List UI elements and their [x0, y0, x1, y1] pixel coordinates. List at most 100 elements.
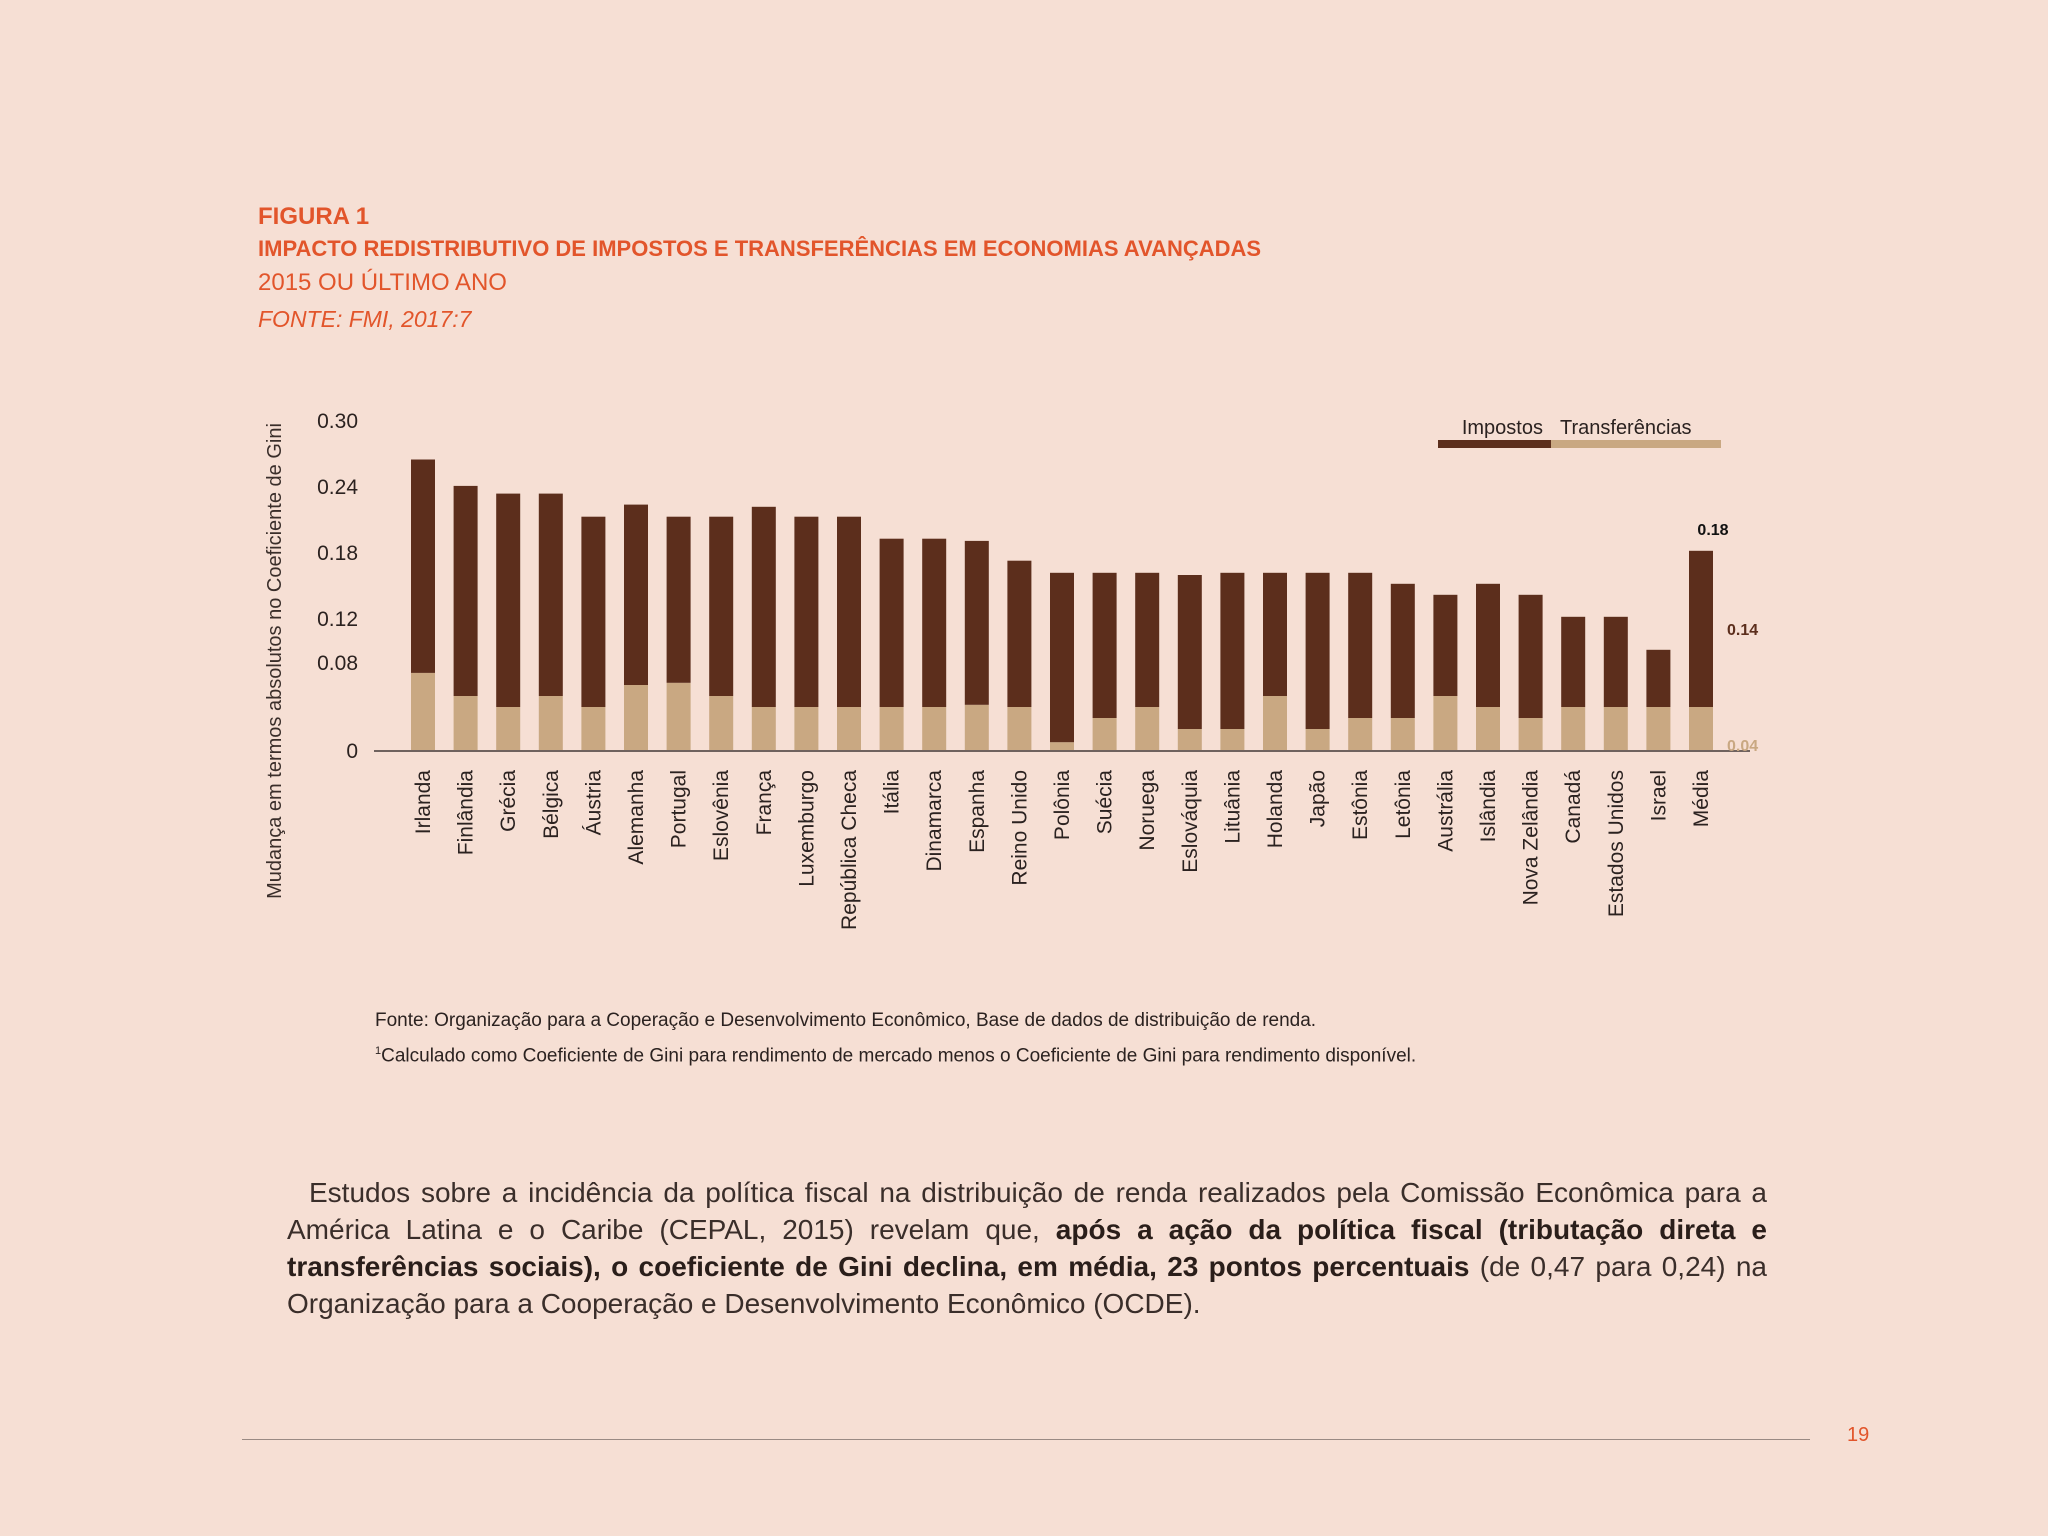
notes-source: Fonte: Organização para a Coperação e De… — [375, 1010, 1317, 1031]
bar-transferencias — [581, 707, 606, 751]
bar-impostos — [624, 504, 648, 685]
bar-transferencias — [794, 707, 819, 751]
y-tick-label: 0.12 — [317, 608, 358, 631]
bar-transferencias — [964, 704, 989, 751]
bar-transferencias — [666, 682, 691, 751]
x-tick-label: Dinamarca — [923, 770, 946, 872]
x-tick-label: Alemanha — [625, 770, 648, 865]
bar-impostos — [964, 540, 989, 705]
bar-transferencias — [1263, 696, 1287, 751]
y-tick-label: 0 — [346, 740, 358, 763]
x-tick-label: Grécia — [497, 770, 520, 832]
figure-subtitle: 2015 OU ÚLTIMO ANO — [258, 269, 507, 296]
x-tick-label: Lituânia — [1221, 770, 1244, 844]
bar-impostos — [1476, 583, 1500, 707]
bar-impostos — [1135, 572, 1160, 707]
y-tick-label: 0.24 — [317, 476, 358, 499]
x-tick-label: Japão — [1307, 770, 1330, 827]
bar-transferencias — [922, 707, 947, 751]
bar-transferencias — [1007, 707, 1032, 751]
x-tick-label: Média — [1690, 770, 1713, 828]
bar-transferencias — [1050, 742, 1074, 751]
bar-transferencias — [1177, 729, 1202, 751]
bar-transferencias — [538, 696, 563, 751]
figure-source: FONTE: FMI, 2017:7 — [258, 306, 472, 332]
bar-impostos — [1518, 594, 1543, 718]
x-tick-label: Luxemburgo — [795, 770, 818, 887]
bar-impostos — [922, 538, 947, 707]
bar-transferencias — [1348, 718, 1373, 751]
bar-impostos — [1561, 616, 1586, 707]
x-tick-label: Polônia — [1051, 770, 1074, 840]
x-tick-label: Eslovênia — [710, 770, 733, 861]
y-axis-title: Mudança em termos absolutos no Coeficien… — [264, 423, 286, 899]
bar-transferencias — [1689, 707, 1713, 751]
x-tick-label: Islândia — [1477, 770, 1500, 843]
bar-impostos — [411, 459, 435, 673]
bar-impostos — [1603, 616, 1628, 707]
bar-impostos — [1348, 572, 1373, 718]
body-text-part2: (de 0,47 para 0,24) na Organização para … — [287, 1251, 1767, 1319]
bar-impostos — [1220, 572, 1245, 729]
data-label-total: 0.18 — [1697, 522, 1728, 539]
x-tick-label: Israel — [1647, 770, 1670, 821]
bar-impostos — [794, 516, 819, 707]
footnote-text: Calculado como Coeficiente de Gini para … — [381, 1045, 1417, 1067]
x-tick-label: Eslováquia — [1179, 770, 1202, 873]
page-number: 19 — [1847, 1424, 1870, 1446]
bar-impostos — [1390, 583, 1415, 718]
bar-impostos — [1092, 572, 1117, 718]
figure-header: FIGURA 1 IMPACTO REDISTRIBUTIVO DE IMPOS… — [258, 200, 1261, 336]
bar-impostos — [1433, 594, 1458, 696]
bar-impostos — [1689, 550, 1713, 707]
bar-transferencias — [1092, 718, 1117, 751]
y-tick-label: 0.18 — [317, 542, 358, 565]
bar-impostos — [538, 493, 563, 696]
bar-impostos — [1646, 649, 1671, 707]
bar-impostos — [709, 516, 734, 696]
bar-transferencias — [837, 707, 861, 751]
bar-chart: Mudança em termos absolutos no Coeficien… — [264, 410, 1758, 930]
bar-impostos — [496, 493, 521, 707]
bar-transferencias — [496, 707, 521, 751]
x-tick-label: Noruega — [1136, 770, 1159, 851]
x-tick-label: Áustria — [582, 770, 605, 836]
body-paragraph: Estudos sobre a incidência da política f… — [287, 1174, 1767, 1322]
notes-footnote: 1Calculado como Coeficiente de Gini para… — [375, 1036, 1416, 1071]
bar-impostos — [879, 538, 904, 707]
bar-transferencias — [1561, 707, 1586, 751]
x-tick-label: Suécia — [1094, 770, 1117, 835]
bar-impostos — [1007, 560, 1032, 707]
x-tick-label: Canadá — [1562, 770, 1585, 844]
bar-transferencias — [624, 685, 648, 751]
body-text-part1: Estudos sobre a incidência da política f… — [287, 1177, 1767, 1245]
bar-transferencias — [1220, 729, 1245, 751]
data-label-transferencias: 0.04 — [1727, 738, 1758, 755]
footer-divider — [242, 1439, 1810, 1440]
x-tick-label: Espanha — [966, 770, 989, 853]
bar-transferencias — [1518, 718, 1543, 751]
bar-transferencias — [1476, 707, 1500, 751]
x-tick-label: Estônia — [1349, 770, 1372, 840]
x-tick-label: Holanda — [1264, 770, 1287, 849]
y-tick-label: 0.30 — [317, 410, 358, 433]
x-tick-label: Bélgica — [540, 770, 563, 839]
x-tick-label: Irlanda — [412, 770, 435, 835]
x-tick-label: Portugal — [668, 770, 691, 848]
bar-transferencias — [879, 707, 904, 751]
body-text-bold: após a ação da política fiscal (tributaç… — [287, 1214, 1768, 1282]
bar-impostos — [581, 516, 606, 707]
data-label-impostos: 0.14 — [1727, 622, 1758, 639]
chart-notes: Fonte: Organização para a Coperação e De… — [375, 1006, 1416, 1071]
x-tick-label: Estados Unidos — [1605, 770, 1628, 917]
x-tick-label: Itália — [881, 770, 904, 815]
bar-transferencias — [1135, 707, 1160, 751]
y-tick-label: 0.08 — [317, 652, 358, 675]
figure-title: IMPACTO REDISTRIBUTIVO DE IMPOSTOS E TRA… — [258, 236, 1262, 261]
bar-impostos — [1305, 572, 1330, 729]
x-tick-label: República Checa — [838, 770, 861, 930]
bar-impostos — [1050, 572, 1074, 743]
legend-swatch-impostos — [1438, 440, 1551, 448]
bar-transferencias — [453, 696, 478, 751]
bar-impostos — [453, 485, 478, 696]
